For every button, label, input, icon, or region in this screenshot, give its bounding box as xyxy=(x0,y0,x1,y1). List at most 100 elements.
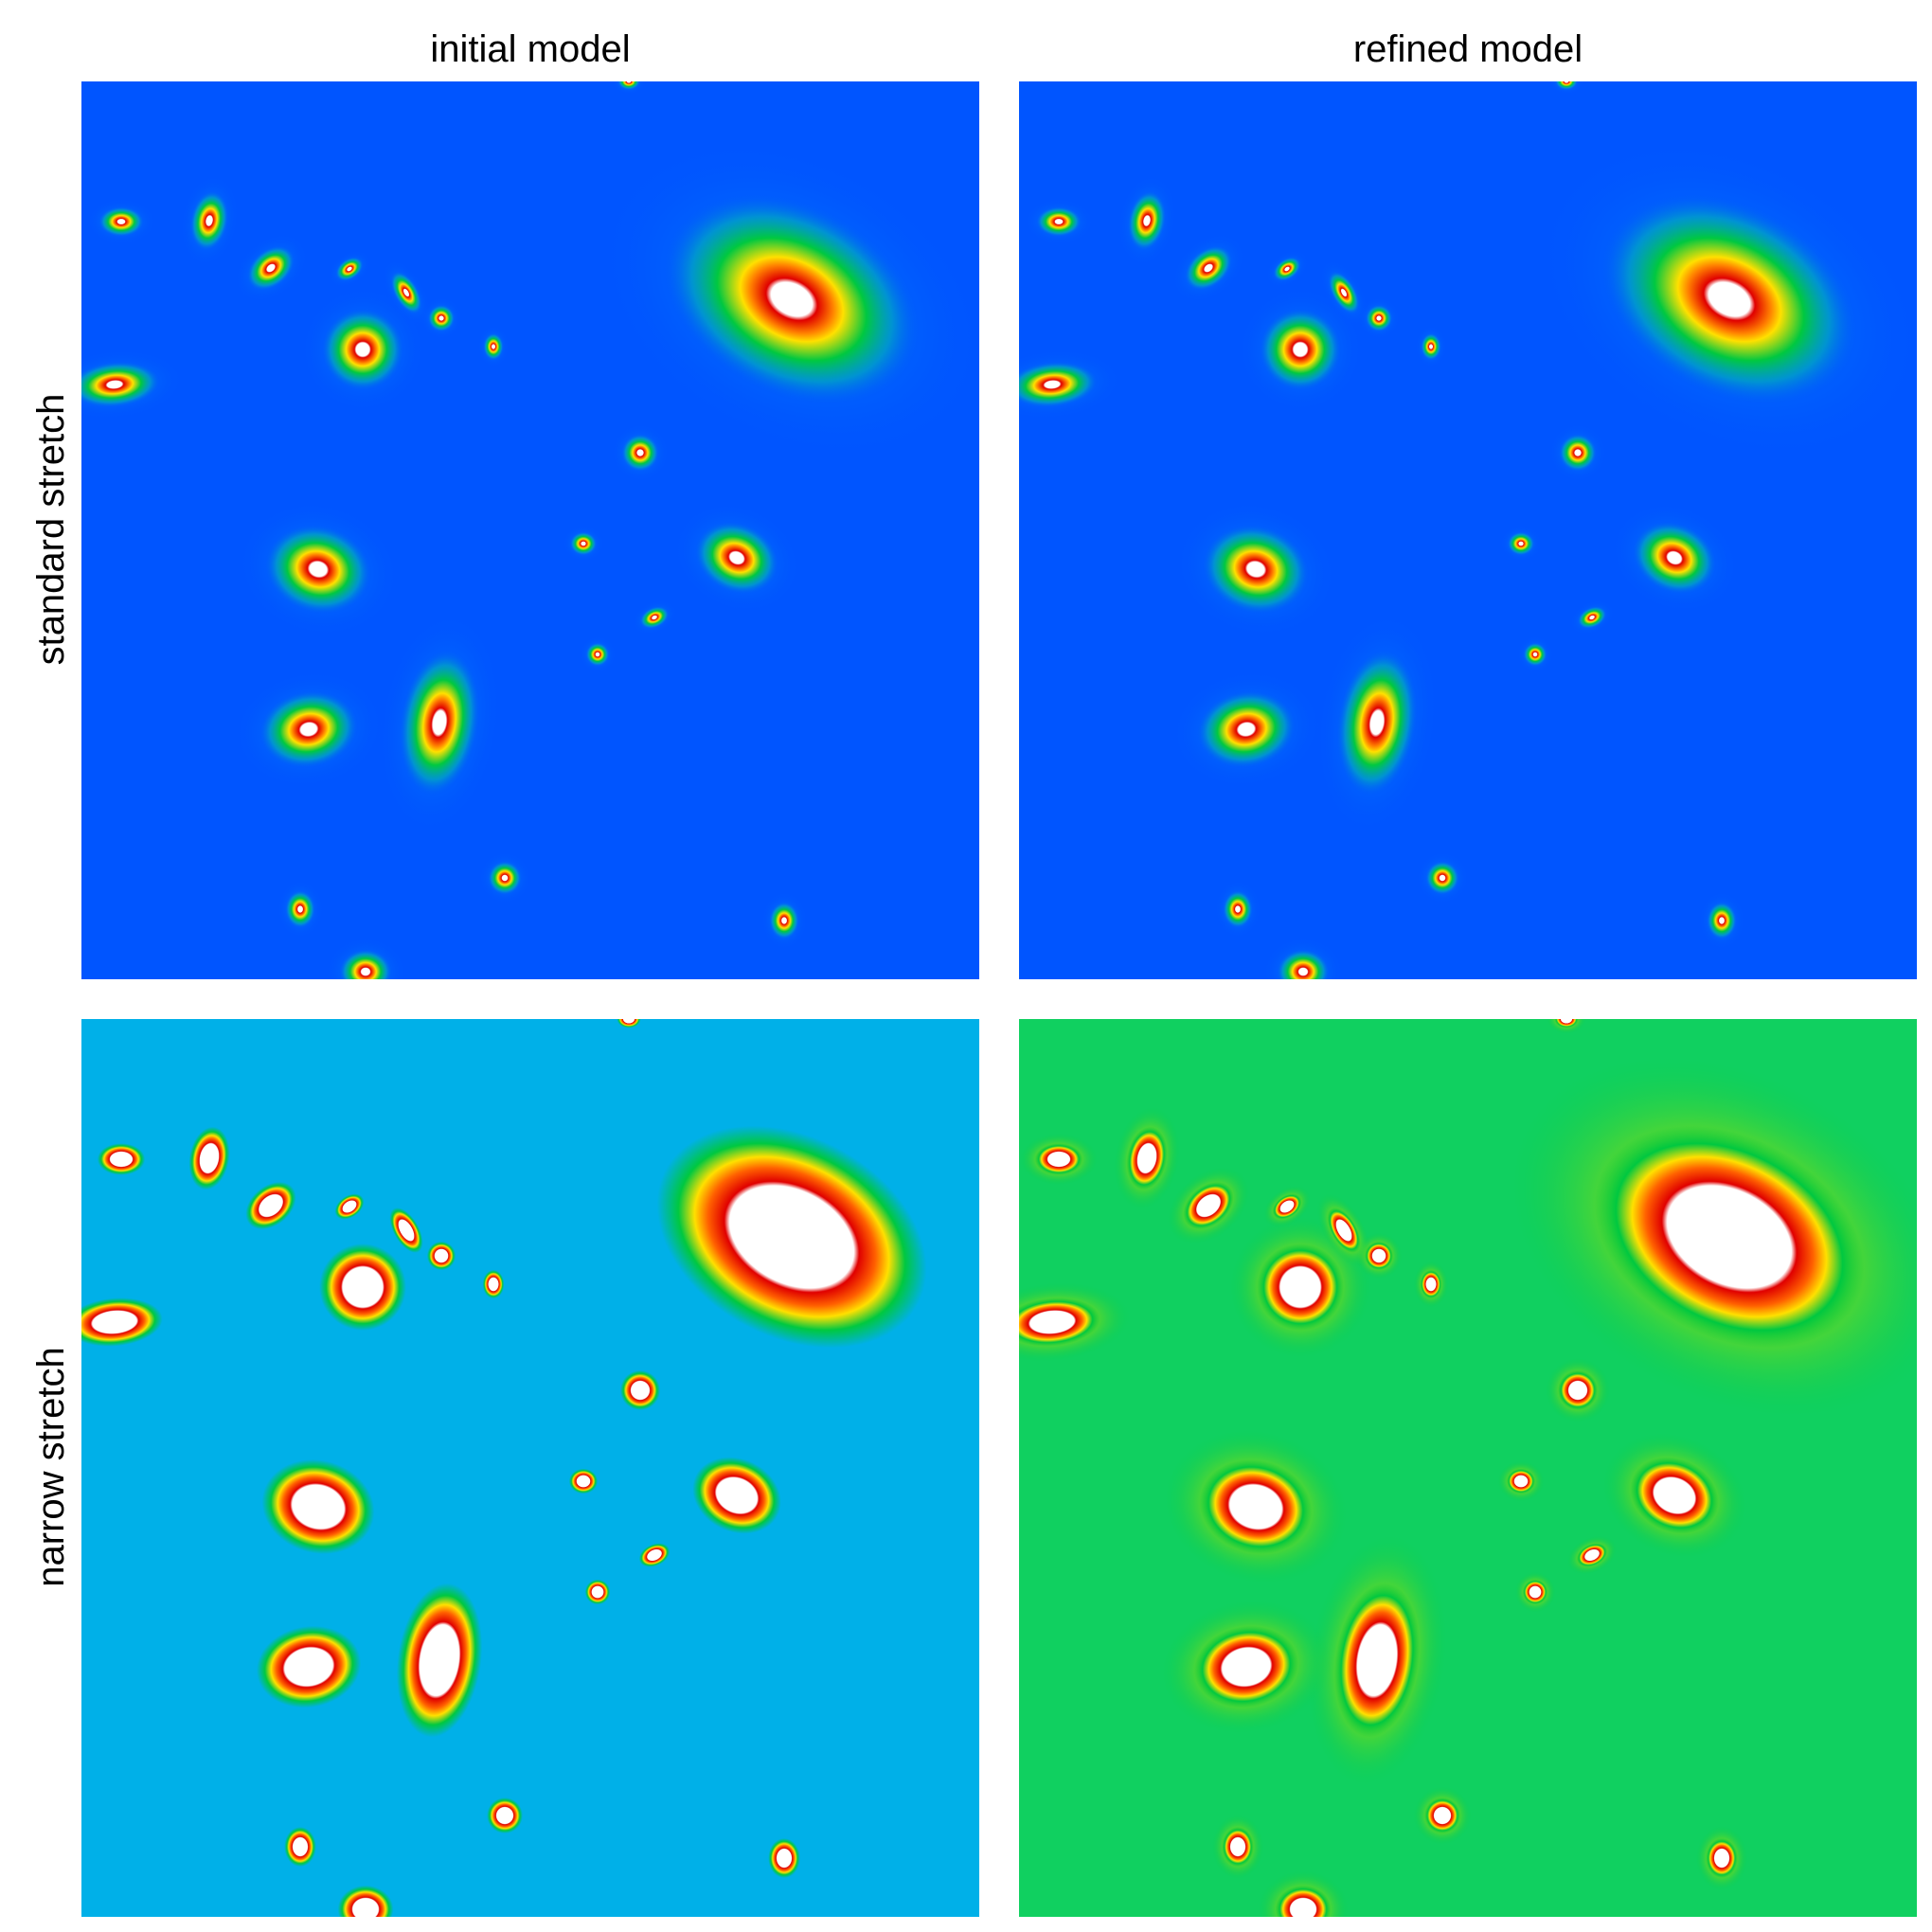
edge-galaxy xyxy=(81,1297,163,1347)
star-b xyxy=(1420,1269,1442,1299)
galaxy-b xyxy=(259,689,359,769)
panel-refined-standard xyxy=(1019,81,1917,979)
star-j xyxy=(284,1827,316,1867)
star-a xyxy=(427,304,456,332)
star-f xyxy=(1506,1468,1536,1494)
star-j xyxy=(1222,1827,1254,1867)
edge-galaxy xyxy=(1019,1297,1100,1347)
galaxy-g xyxy=(97,1143,146,1175)
panel-refined-narrow xyxy=(1019,1019,1917,1917)
star-c xyxy=(1272,1193,1302,1220)
row-title-standard-stretch: standard stretch xyxy=(30,393,72,666)
edge-star-bottom xyxy=(337,1885,394,1917)
edge-star-top xyxy=(617,1019,641,1029)
bright-galaxy xyxy=(1594,1125,1865,1349)
star-b xyxy=(483,332,504,361)
bright-galaxy xyxy=(656,1125,927,1349)
galaxy-d xyxy=(694,521,779,595)
edge-galaxy xyxy=(81,361,161,408)
panel-initial-narrow xyxy=(81,1019,979,1917)
galaxy-f xyxy=(189,190,229,251)
star-k xyxy=(1707,902,1737,939)
panel-initial-standard xyxy=(81,81,979,979)
star-a xyxy=(1365,304,1393,332)
star-d xyxy=(389,1208,423,1253)
galaxy-b xyxy=(1193,1625,1299,1708)
galaxy-e xyxy=(1183,1181,1234,1230)
galaxy-g xyxy=(1036,206,1082,237)
star-j xyxy=(285,890,315,928)
star-c xyxy=(335,257,364,281)
star-h xyxy=(585,642,610,667)
galaxy-c xyxy=(1259,308,1342,391)
star-e xyxy=(621,434,659,472)
galaxy-g xyxy=(1034,1143,1083,1175)
image-initial-standard xyxy=(81,81,979,979)
galaxy-f xyxy=(1126,1126,1168,1190)
galaxy-e xyxy=(245,1181,296,1230)
galaxy-d xyxy=(1630,1457,1719,1534)
star-k xyxy=(768,1838,800,1878)
column-title-refined-model: refined model xyxy=(1352,28,1583,70)
column-title-initial-model: initial model xyxy=(430,28,631,70)
edge-star-bottom xyxy=(339,949,392,979)
star-e xyxy=(620,1370,660,1410)
galaxy-d xyxy=(1632,521,1717,595)
galaxy-e xyxy=(1184,245,1233,291)
star-d xyxy=(1328,271,1360,314)
edge-star-bottom xyxy=(1275,1885,1332,1917)
row-title-narrow-stretch: narrow stretch xyxy=(30,1347,72,1587)
star-g xyxy=(639,606,670,629)
star-d xyxy=(1327,1208,1361,1253)
bright-galaxy xyxy=(663,193,921,405)
star-g xyxy=(1576,1543,1608,1567)
star-a xyxy=(1364,1241,1394,1271)
galaxy-c xyxy=(321,308,404,391)
elongated-galaxy xyxy=(1333,1583,1421,1738)
star-j xyxy=(1223,890,1253,928)
edge-star-top xyxy=(1555,81,1578,90)
edge-star-top xyxy=(1554,1019,1579,1029)
edge-star-top xyxy=(617,81,640,90)
galaxy-d xyxy=(692,1457,781,1534)
star-b xyxy=(482,1269,505,1299)
edge-star-bottom xyxy=(1277,949,1330,979)
star-i xyxy=(1425,861,1459,895)
star-k xyxy=(769,902,799,939)
star-e xyxy=(1558,1370,1598,1410)
galaxy-a xyxy=(261,1459,375,1554)
star-b xyxy=(1421,332,1441,361)
star-h xyxy=(584,1579,611,1605)
galaxy-a xyxy=(1199,1459,1313,1554)
galaxy-g xyxy=(98,206,144,237)
galaxy-c xyxy=(1257,1243,1344,1331)
elongated-galaxy xyxy=(396,1583,483,1738)
star-h xyxy=(1523,642,1547,667)
galaxy-e xyxy=(246,245,295,291)
star-d xyxy=(390,271,422,314)
star-i xyxy=(487,1798,523,1834)
star-f xyxy=(1507,531,1535,556)
star-k xyxy=(1706,1838,1738,1878)
star-i xyxy=(488,861,522,895)
galaxy-f xyxy=(188,1126,230,1190)
star-c xyxy=(1273,257,1301,281)
image-refined-narrow xyxy=(1019,1019,1917,1917)
star-g xyxy=(638,1543,671,1567)
star-a xyxy=(426,1241,456,1271)
star-g xyxy=(1577,606,1607,629)
star-e xyxy=(1559,434,1597,472)
image-initial-narrow xyxy=(81,1019,979,1917)
galaxy-f xyxy=(1127,190,1167,251)
bright-galaxy xyxy=(1601,193,1858,405)
edge-galaxy xyxy=(1019,361,1099,408)
elongated-galaxy xyxy=(1336,649,1418,796)
galaxy-b xyxy=(256,1625,362,1708)
galaxy-b xyxy=(1196,689,1297,769)
galaxy-a xyxy=(264,524,372,615)
star-i xyxy=(1424,1798,1460,1834)
galaxy-c xyxy=(319,1243,406,1331)
galaxy-a xyxy=(1202,524,1310,615)
image-refined-standard xyxy=(1019,81,1917,979)
elongated-galaxy xyxy=(399,649,480,796)
